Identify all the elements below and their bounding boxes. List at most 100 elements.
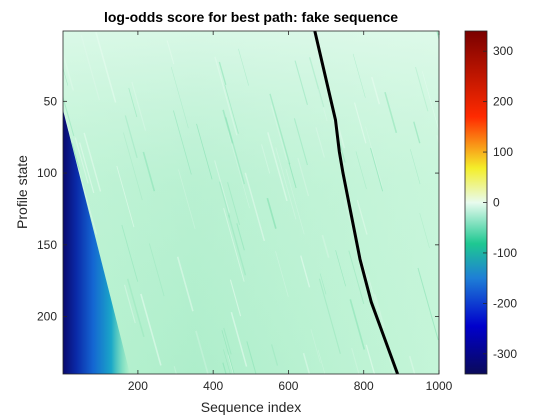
heatmap-plot	[31, 31, 466, 374]
heatmap-streak	[348, 250, 365, 305]
heatmap-streak	[365, 344, 376, 374]
heatmap-streak	[370, 147, 384, 192]
heatmap-streak	[74, 137, 89, 184]
heatmap-streak	[222, 109, 234, 144]
heatmap-streak	[71, 143, 80, 170]
heatmap-streak	[123, 132, 143, 201]
heatmap-streak	[128, 87, 138, 118]
heatmap-streak	[223, 349, 231, 374]
x-tick-label: 1000	[426, 379, 453, 393]
heatmap-streak	[48, 119, 62, 169]
heatmap-streak	[318, 278, 341, 354]
heatmap-streak	[63, 50, 75, 91]
heatmap-streak	[140, 293, 162, 366]
heatmap-streak	[63, 95, 75, 137]
heatmap-streak	[230, 312, 248, 367]
heatmap-streak	[349, 299, 366, 350]
heatmap-streak	[225, 117, 246, 185]
chart-title: log-odds score for best path: fake seque…	[104, 9, 398, 25]
heatmap-streak	[367, 273, 379, 311]
heatmap-streak	[417, 267, 439, 341]
heatmap-streak	[315, 127, 325, 158]
heatmap-streak	[371, 76, 381, 105]
y-tick-label: 150	[37, 238, 57, 252]
heatmap-streak	[267, 132, 288, 202]
plot-frame	[62, 30, 440, 375]
heatmap-streak	[148, 243, 165, 297]
heatmap-streak	[131, 81, 147, 131]
heatmap-streak	[173, 110, 192, 175]
x-tick-label: 800	[354, 379, 374, 393]
heatmap-streak	[123, 284, 136, 324]
heatmap-streak	[229, 279, 242, 317]
y-axis-title: Profile state	[14, 155, 30, 229]
heatmap-streak	[261, 144, 271, 174]
heatmap-streak	[76, 164, 98, 235]
heatmap-streak	[218, 181, 231, 218]
heatmap-streak	[227, 354, 234, 374]
heatmap-streak	[170, 66, 189, 129]
heatmap-streak	[223, 208, 245, 282]
best-path-line	[313, 31, 400, 374]
y-tick-label: 100	[37, 166, 57, 180]
heatmap-streak	[419, 213, 430, 249]
heatmap-streak	[356, 199, 368, 235]
heatmap-streak	[302, 352, 311, 374]
colorbar-gradient	[465, 31, 487, 374]
x-tick-label: 400	[203, 379, 223, 393]
heatmap-streak	[121, 224, 139, 282]
heatmap-streak	[388, 358, 395, 374]
heatmap-streak	[335, 250, 346, 287]
heatmap-streak	[227, 214, 247, 276]
heatmap-streak	[410, 149, 421, 185]
heatmap-streak	[31, 94, 42, 132]
x-axis-title: Sequence index	[201, 399, 301, 415]
heatmap-streak	[297, 157, 310, 197]
heatmap-streak	[351, 347, 360, 374]
heatmap-streak	[275, 251, 289, 297]
heatmap-streak	[285, 168, 305, 235]
heatmap-streak	[238, 48, 249, 86]
heatmap-streak	[270, 344, 279, 366]
heatmap-streak	[415, 66, 429, 112]
heatmap-streak	[352, 53, 366, 98]
heatmap-streak	[221, 330, 235, 374]
x-axis: 200 400 600 800 1000	[128, 31, 453, 393]
heatmap-streak	[317, 349, 326, 374]
heatmap-streak	[317, 88, 328, 121]
heatmap-streak	[321, 234, 330, 258]
heatmap-streak	[309, 57, 325, 108]
heatmap-streak	[176, 256, 194, 312]
x-tick-label: 200	[128, 379, 148, 393]
heatmap-streak	[79, 142, 95, 194]
heatmap-streak	[116, 165, 135, 228]
heatmap-streak	[310, 329, 321, 364]
heatmap-streak	[384, 91, 398, 134]
heatmap-streak	[196, 123, 213, 180]
heatmap-streak	[436, 134, 439, 146]
colorbar-tick-label: 0	[493, 196, 500, 210]
heatmap-streak	[355, 151, 367, 190]
heatmap-streak	[83, 132, 102, 192]
heatmap-streak	[293, 118, 308, 166]
colorbar-tick-label: -200	[493, 296, 517, 310]
colorbar-ticks: -300 -200 -100 0 100 200 300	[483, 44, 517, 361]
heatmap-streak	[244, 172, 266, 242]
colorbar-tick-label: 100	[493, 145, 513, 159]
heatmap-low-score-region	[63, 110, 130, 374]
heatmap-streak	[227, 131, 250, 209]
heatmap-streak	[365, 126, 383, 187]
heatmap-streak	[447, 59, 466, 129]
heatmap-streak	[227, 182, 240, 226]
heatmap-streak	[373, 294, 386, 329]
colorbar-tick-label: -100	[493, 246, 517, 260]
heatmap-streak	[288, 162, 297, 189]
colorbar-tick-label: -300	[493, 347, 517, 361]
heatmap-streak	[124, 115, 138, 158]
heatmap-streak	[214, 160, 230, 213]
heatmap-streak	[95, 31, 117, 103]
heatmap-streak	[269, 93, 291, 165]
heatmap-streak	[214, 56, 238, 136]
heatmap-streak	[126, 278, 145, 338]
